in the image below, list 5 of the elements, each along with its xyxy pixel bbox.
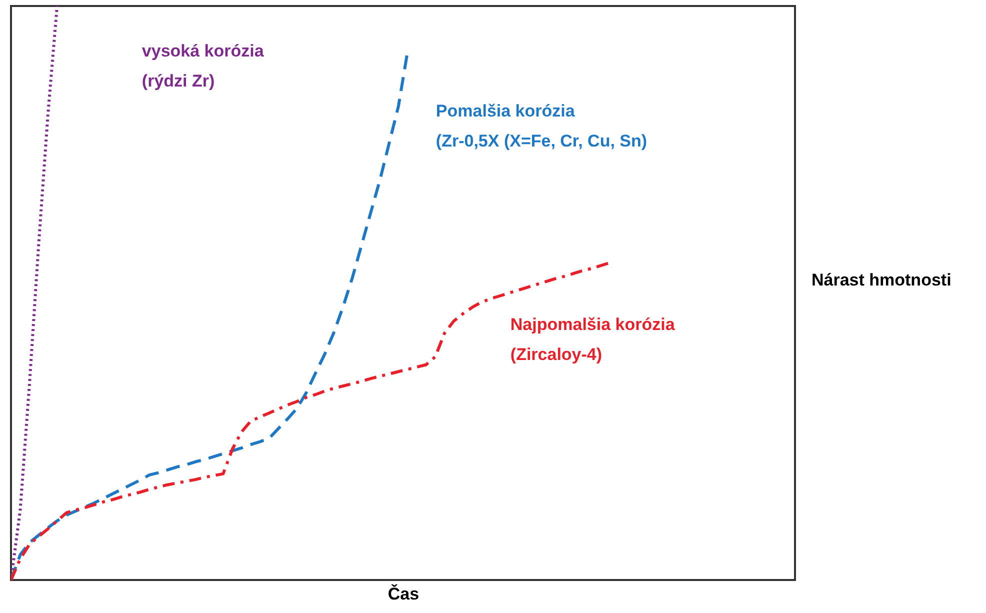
series-label: Najpomalšia korózia (Zircaloy-4) <box>510 315 676 364</box>
text: Pomalšia korózia (Zr-0,5X (X=Fe, Cr, Cu, Sn) <box>436 102 648 151</box>
y-axis-title: Nárast hmotnosti <box>812 270 952 290</box>
text: vysoká korózia (rýdzi Zr) <box>142 41 264 90</box>
x-axis-title: Čas <box>388 584 420 604</box>
